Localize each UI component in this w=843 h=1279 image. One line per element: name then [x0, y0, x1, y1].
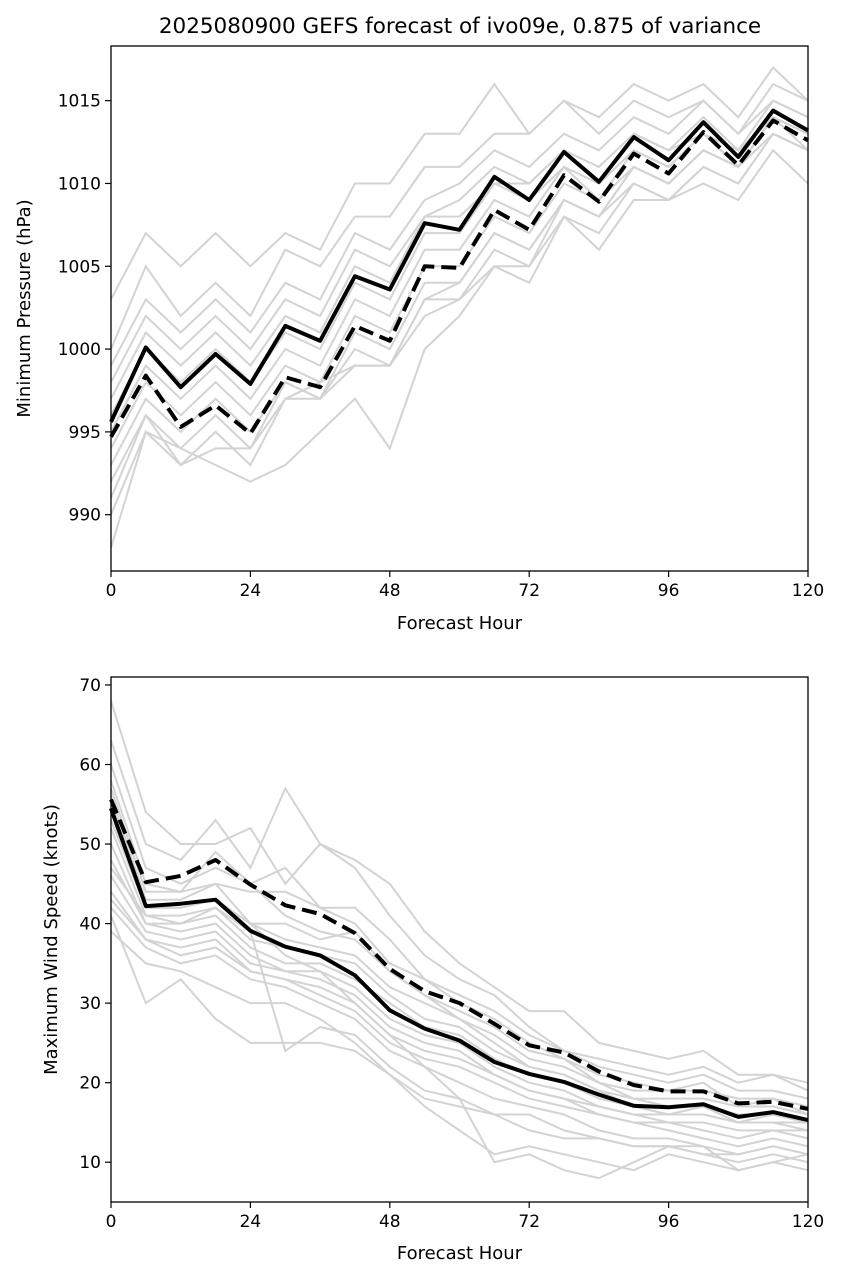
pressure-member-line-2	[110, 82, 809, 350]
wind-y-tick-label: 20	[79, 1074, 101, 1094]
pressure-ticks: 0 24 48 72 96 120 990 995 1000 1005 1010 1015	[58, 92, 824, 601]
wind-y-tick-label: 70	[79, 676, 101, 696]
wind-member-line-3	[110, 764, 809, 1100]
pressure-y-tick-label: 1005	[58, 257, 101, 277]
pressure-member-line-4	[110, 99, 809, 383]
pressure-x-axis-label: Forecast Hour	[397, 613, 523, 634]
pressure-solid-line	[109, 108, 809, 423]
wind-x-tick-label: 96	[658, 1212, 680, 1232]
pressure-member-line-11	[110, 148, 809, 499]
wind-y-tick-label: 60	[79, 756, 101, 776]
pressure-y-tick-label: 1015	[58, 92, 101, 112]
pressure-y-tick-label: 990	[69, 506, 101, 526]
wind-axes-frame	[110, 676, 809, 1203]
wind-member-line-5	[110, 795, 809, 1116]
wind-ticks: 0 24 48 72 96 120 10 20 30 40 50 60 70	[79, 676, 824, 1232]
wind-member-line-18	[110, 867, 809, 1156]
pressure-x-tick-label: 120	[792, 581, 824, 601]
wind-y-axis-label: Maximum Wind Speed (knots)	[41, 804, 62, 1075]
pressure-member-line-7	[110, 115, 809, 433]
wind-chart: 0 24 48 72 96 120 10 20 30 40 50 60 70 Forecast Hour…	[41, 676, 824, 1264]
pressure-axes-frame	[110, 45, 809, 572]
wind-member-line-2	[110, 740, 809, 1092]
pressure-dashed-line	[109, 118, 809, 438]
wind-member-line-11	[110, 891, 809, 1140]
wind-y-tick-label: 10	[79, 1153, 101, 1173]
pressure-member-line-1	[110, 65, 809, 300]
wind-member-line-15	[110, 930, 809, 1172]
wind-member-line-13	[110, 907, 809, 1156]
pressure-y-tick-label: 1010	[58, 174, 101, 194]
wind-member-line-1	[110, 700, 809, 1084]
pressure-y-tick-label: 995	[69, 423, 101, 443]
pressure-member-line-12	[110, 132, 809, 516]
wind-y-tick-label: 30	[79, 994, 101, 1014]
wind-dashed-line	[109, 798, 809, 1111]
wind-member-line-9	[110, 859, 809, 1132]
wind-member-line-17	[110, 788, 809, 1124]
pressure-x-tick-label: 24	[240, 581, 262, 601]
pressure-plot-lines	[109, 65, 809, 549]
pressure-member-line-5	[110, 116, 809, 400]
pressure-x-tick-label: 96	[658, 581, 680, 601]
wind-x-tick-label: 0	[106, 1212, 117, 1232]
wind-x-tick-label: 48	[379, 1212, 401, 1232]
pressure-x-tick-label: 48	[379, 581, 401, 601]
pressure-member-line-3	[110, 99, 809, 367]
wind-plot-lines	[109, 700, 809, 1180]
wind-x-tick-label: 72	[518, 1212, 540, 1232]
wind-solid-line	[109, 807, 809, 1123]
wind-x-axis-label: Forecast Hour	[397, 1243, 523, 1264]
wind-x-tick-label: 24	[240, 1212, 262, 1232]
pressure-y-tick-label: 1000	[58, 340, 101, 360]
wind-y-tick-label: 40	[79, 915, 101, 935]
wind-x-tick-label: 120	[792, 1212, 824, 1232]
pressure-y-axis-label: Minimum Pressure (hPa)	[14, 199, 35, 417]
wind-member-line-10	[110, 875, 808, 1132]
pressure-x-tick-label: 0	[106, 581, 117, 601]
wind-member-line-12	[110, 899, 809, 1148]
wind-y-tick-label: 50	[79, 835, 101, 855]
pressure-x-tick-label: 72	[518, 581, 540, 601]
pressure-chart: 2025080900 GEFS forecast of ivo09e, 0.87…	[14, 14, 824, 634]
pressure-chart-title: 2025080900 GEFS forecast of ivo09e, 0.87…	[159, 14, 761, 39]
pressure-member-line-13	[110, 115, 809, 549]
